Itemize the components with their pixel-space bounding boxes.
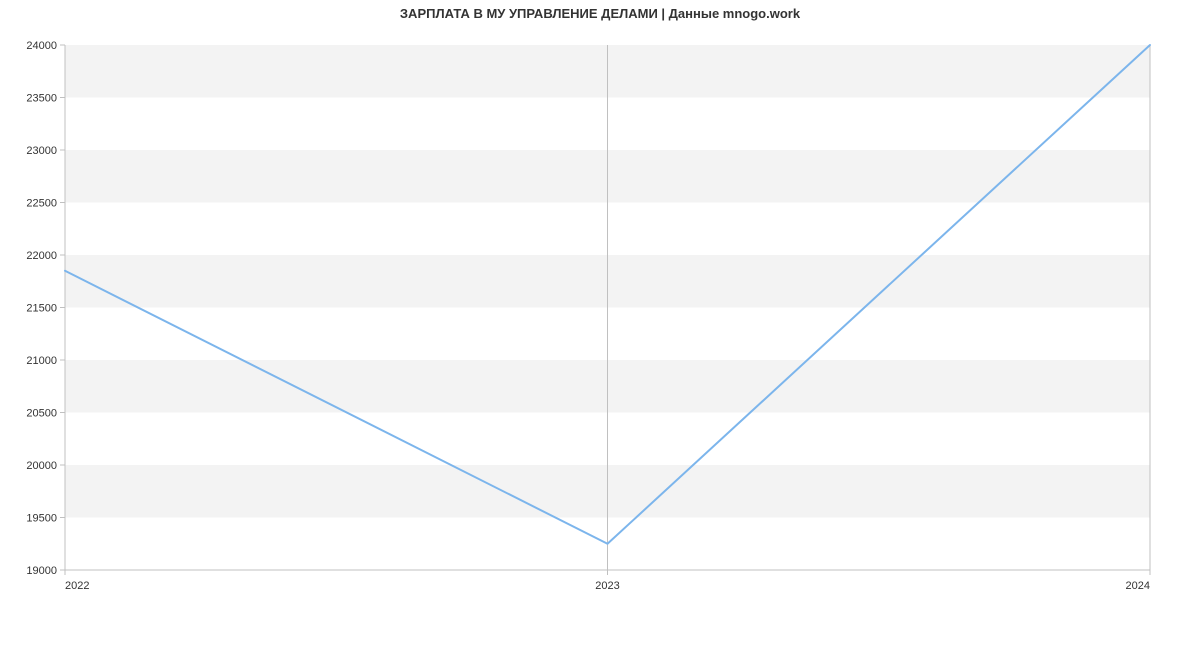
chart-svg: 19000 19500 20000 20500 21000 21500 22000 22500… <box>0 0 1200 650</box>
svg-text:22500: 22500 <box>26 198 57 210</box>
svg-text:20500: 20500 <box>26 408 57 420</box>
salary-line-chart: ЗАРПЛАТА В МУ УПРАВЛЕНИЕ ДЕЛАМИ | Данные… <box>0 0 1200 650</box>
svg-text:19500: 19500 <box>26 513 57 525</box>
svg-text:19000: 19000 <box>26 565 57 577</box>
svg-text:21500: 21500 <box>26 303 57 315</box>
svg-text:20000: 20000 <box>26 460 57 472</box>
svg-text:24000: 24000 <box>26 40 57 52</box>
svg-text:21000: 21000 <box>26 355 57 367</box>
svg-text:23000: 23000 <box>26 145 57 157</box>
svg-text:22000: 22000 <box>26 250 57 262</box>
svg-text:23500: 23500 <box>26 93 57 105</box>
svg-text:2023: 2023 <box>595 580 619 592</box>
svg-text:2022: 2022 <box>65 580 89 592</box>
svg-text:2024: 2024 <box>1126 580 1150 592</box>
